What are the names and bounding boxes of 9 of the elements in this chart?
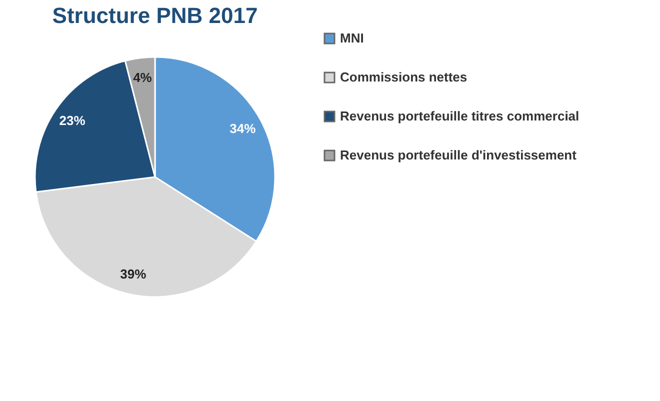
legend-label: Revenus portefeuille d'investissement bbox=[340, 148, 578, 162]
data-label: 4% bbox=[133, 70, 152, 85]
chart-title: Structure PNB 2017 bbox=[52, 3, 258, 28]
legend-label: MNI bbox=[340, 30, 364, 46]
data-label: 34% bbox=[230, 120, 256, 136]
legend-label: Revenus portefeuille titres commercial bbox=[340, 108, 580, 124]
data-label: 39% bbox=[120, 266, 147, 282]
legend-label: Commissions nettes bbox=[340, 70, 468, 84]
data-label: 23% bbox=[59, 112, 86, 128]
